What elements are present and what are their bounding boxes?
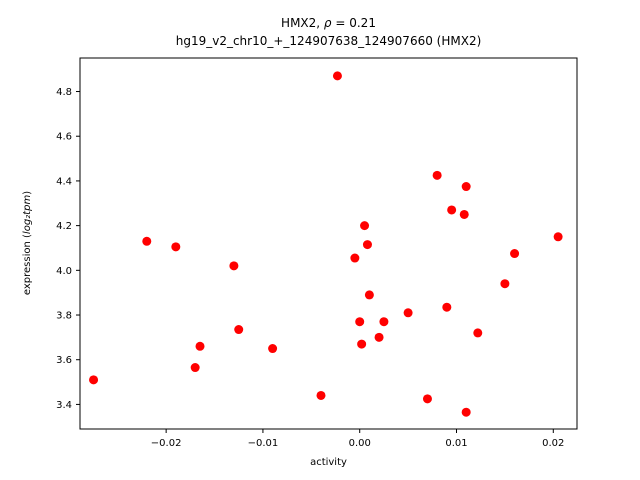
data-point	[142, 236, 152, 246]
data-point	[461, 407, 471, 417]
data-point	[422, 394, 432, 404]
data-point	[332, 71, 342, 81]
data-point	[234, 325, 244, 335]
x-tick-label: 0.00	[349, 438, 371, 449]
chart-title: HMX2, ρ = 0.21	[80, 14, 577, 32]
y-tick-label: 3.6	[56, 355, 72, 366]
chart-subtitle: hg19_v2_chr10_+_124907638_124907660 (HMX…	[175, 34, 482, 48]
y-tick-label: 4.2	[56, 221, 72, 232]
data-point	[432, 170, 442, 180]
data-point	[362, 240, 372, 250]
y-axis-label-prefix: expression (	[22, 234, 33, 296]
data-point	[459, 209, 469, 219]
x-tick-label: −0.01	[248, 438, 279, 449]
data-point	[447, 205, 457, 215]
y-tick-label: 4.6	[56, 132, 72, 143]
data-point	[316, 390, 326, 400]
chart-title-text: HMX2,	[281, 16, 324, 30]
x-tick-label: 0.02	[542, 438, 564, 449]
data-point	[473, 328, 483, 338]
plot-border	[79, 57, 578, 430]
x-axis-label: activity	[310, 457, 347, 468]
y-axis-label-math: log₂tpm	[22, 194, 33, 235]
data-point	[374, 332, 384, 342]
y-axis-label-text: expression (log₂tpm)	[22, 191, 33, 295]
data-point	[403, 308, 413, 318]
data-point	[89, 375, 99, 385]
data-point	[195, 341, 205, 351]
data-point	[268, 344, 278, 354]
data-point	[357, 339, 367, 349]
data-point	[461, 182, 471, 192]
y-tick-label: 3.4	[56, 400, 72, 411]
data-point	[171, 242, 181, 252]
rho-symbol: ρ	[323, 16, 332, 30]
chart-title-block: HMX2, ρ = 0.21 hg19_v2_chr10_+_124907638…	[80, 14, 577, 50]
data-point	[379, 317, 389, 327]
data-point	[364, 290, 374, 300]
data-point	[350, 253, 360, 263]
y-axis-label-suffix: )	[22, 190, 33, 195]
y-tick-label: 4.8	[56, 87, 72, 98]
x-tick-label: 0.01	[445, 438, 467, 449]
data-point	[190, 363, 200, 373]
y-tick-label: 3.8	[56, 311, 72, 322]
data-point	[360, 221, 370, 231]
data-point	[553, 232, 563, 242]
y-tick-label: 4.0	[56, 266, 72, 277]
y-tick-label: 4.4	[56, 176, 72, 187]
data-point	[355, 317, 365, 327]
data-point	[500, 279, 510, 289]
chart-title-value: = 0.21	[331, 16, 376, 30]
data-point	[229, 261, 239, 271]
data-point	[510, 249, 520, 259]
x-tick-label: −0.02	[151, 438, 182, 449]
data-point	[442, 302, 452, 312]
